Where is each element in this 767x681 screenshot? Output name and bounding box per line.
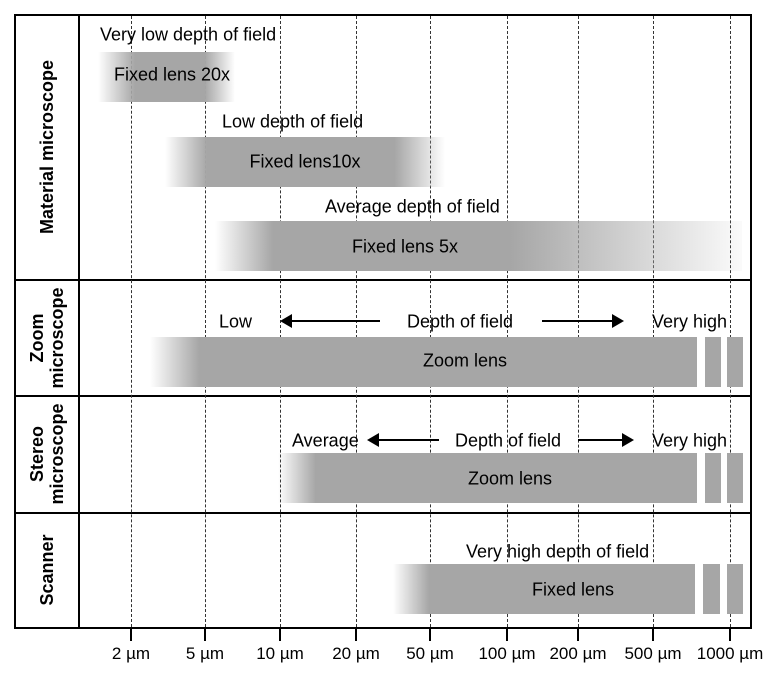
range-high-label: Very high xyxy=(652,430,728,451)
bar-fixed-lens-5x xyxy=(215,221,742,271)
row-label-scanner: Scanner xyxy=(37,534,57,606)
bar-zoom-lens-stereo-microscope xyxy=(278,453,697,503)
arrow-right-icon xyxy=(578,433,634,447)
gridline xyxy=(653,16,654,627)
gridline xyxy=(131,16,132,627)
bar-label: Fixed lens10x xyxy=(249,151,361,172)
axis-tick-label: 200 µm xyxy=(549,644,607,663)
range-high-label: Very high xyxy=(652,311,728,332)
gridline xyxy=(430,16,431,627)
bar-label: Zoom lens xyxy=(467,468,553,489)
row-divider xyxy=(14,395,750,397)
axis-tick xyxy=(577,627,579,641)
bar-fixed-lens-scanner xyxy=(393,564,695,614)
axis-tick xyxy=(729,627,731,641)
axis-tick-label: 20 µm xyxy=(332,644,380,663)
row-divider xyxy=(14,279,750,281)
row-label-divider xyxy=(78,14,80,627)
bar-label: Fixed lens xyxy=(531,579,615,600)
range-center-label: Depth of field xyxy=(407,311,514,332)
bar-fixed-lens-10x xyxy=(165,137,445,187)
axis-tick-label: 10 µm xyxy=(256,644,304,663)
bar-note: Very high depth of field xyxy=(466,541,650,562)
gridline xyxy=(205,16,206,627)
range-center-label: Depth of field xyxy=(455,430,562,451)
arrow-left-icon xyxy=(367,433,439,447)
axis-tick xyxy=(355,627,357,641)
axis-tick xyxy=(429,627,431,641)
row-label-stereo-microscope: Stereo microscope xyxy=(27,403,67,505)
arrow-right-icon xyxy=(542,314,624,328)
axis-tick xyxy=(130,627,132,641)
axis-tick-label: 500 µm xyxy=(624,644,682,663)
axis-tick xyxy=(652,627,654,641)
axis-tick-label: 50 µm xyxy=(406,644,454,663)
arrow-left-icon xyxy=(280,314,380,328)
gridline xyxy=(730,16,731,627)
row-label-material-microscope: Material microscope xyxy=(37,59,57,235)
bar-continuation xyxy=(727,453,743,503)
bar-zoom-lens-zoom-microscope xyxy=(150,337,697,387)
row-divider xyxy=(14,512,750,514)
axis-tick-label: 5 µm xyxy=(185,644,225,663)
axis-tick xyxy=(204,627,206,641)
axis-tick-label: 2 µm xyxy=(111,644,151,663)
range-low-label: Low xyxy=(219,311,253,332)
axis-tick-label: 100 µm xyxy=(478,644,536,663)
bar-label: Fixed lens 20x xyxy=(113,64,231,85)
bar-note: Average depth of field xyxy=(325,196,500,217)
bar-label: Zoom lens xyxy=(422,350,508,371)
bar-continuation xyxy=(727,564,743,614)
bar-note: Very low depth of field xyxy=(100,24,277,45)
range-low-label: Average xyxy=(292,430,359,451)
bar-fixed-lens-20x xyxy=(98,52,235,102)
bar-label: Fixed lens 5x xyxy=(351,236,459,257)
axis-tick xyxy=(279,627,281,641)
axis-tick xyxy=(506,627,508,641)
bar-continuation xyxy=(727,337,743,387)
bar-continuation xyxy=(705,337,721,387)
axis-tick-label: 1000 µm xyxy=(696,644,764,663)
gridline xyxy=(507,16,508,627)
bar-continuation xyxy=(703,564,720,614)
row-label-zoom-microscope: Zoom microscope xyxy=(27,287,67,389)
bar-continuation xyxy=(705,453,721,503)
diagram-frame xyxy=(14,14,752,629)
bar-note: Low depth of field xyxy=(222,111,364,132)
